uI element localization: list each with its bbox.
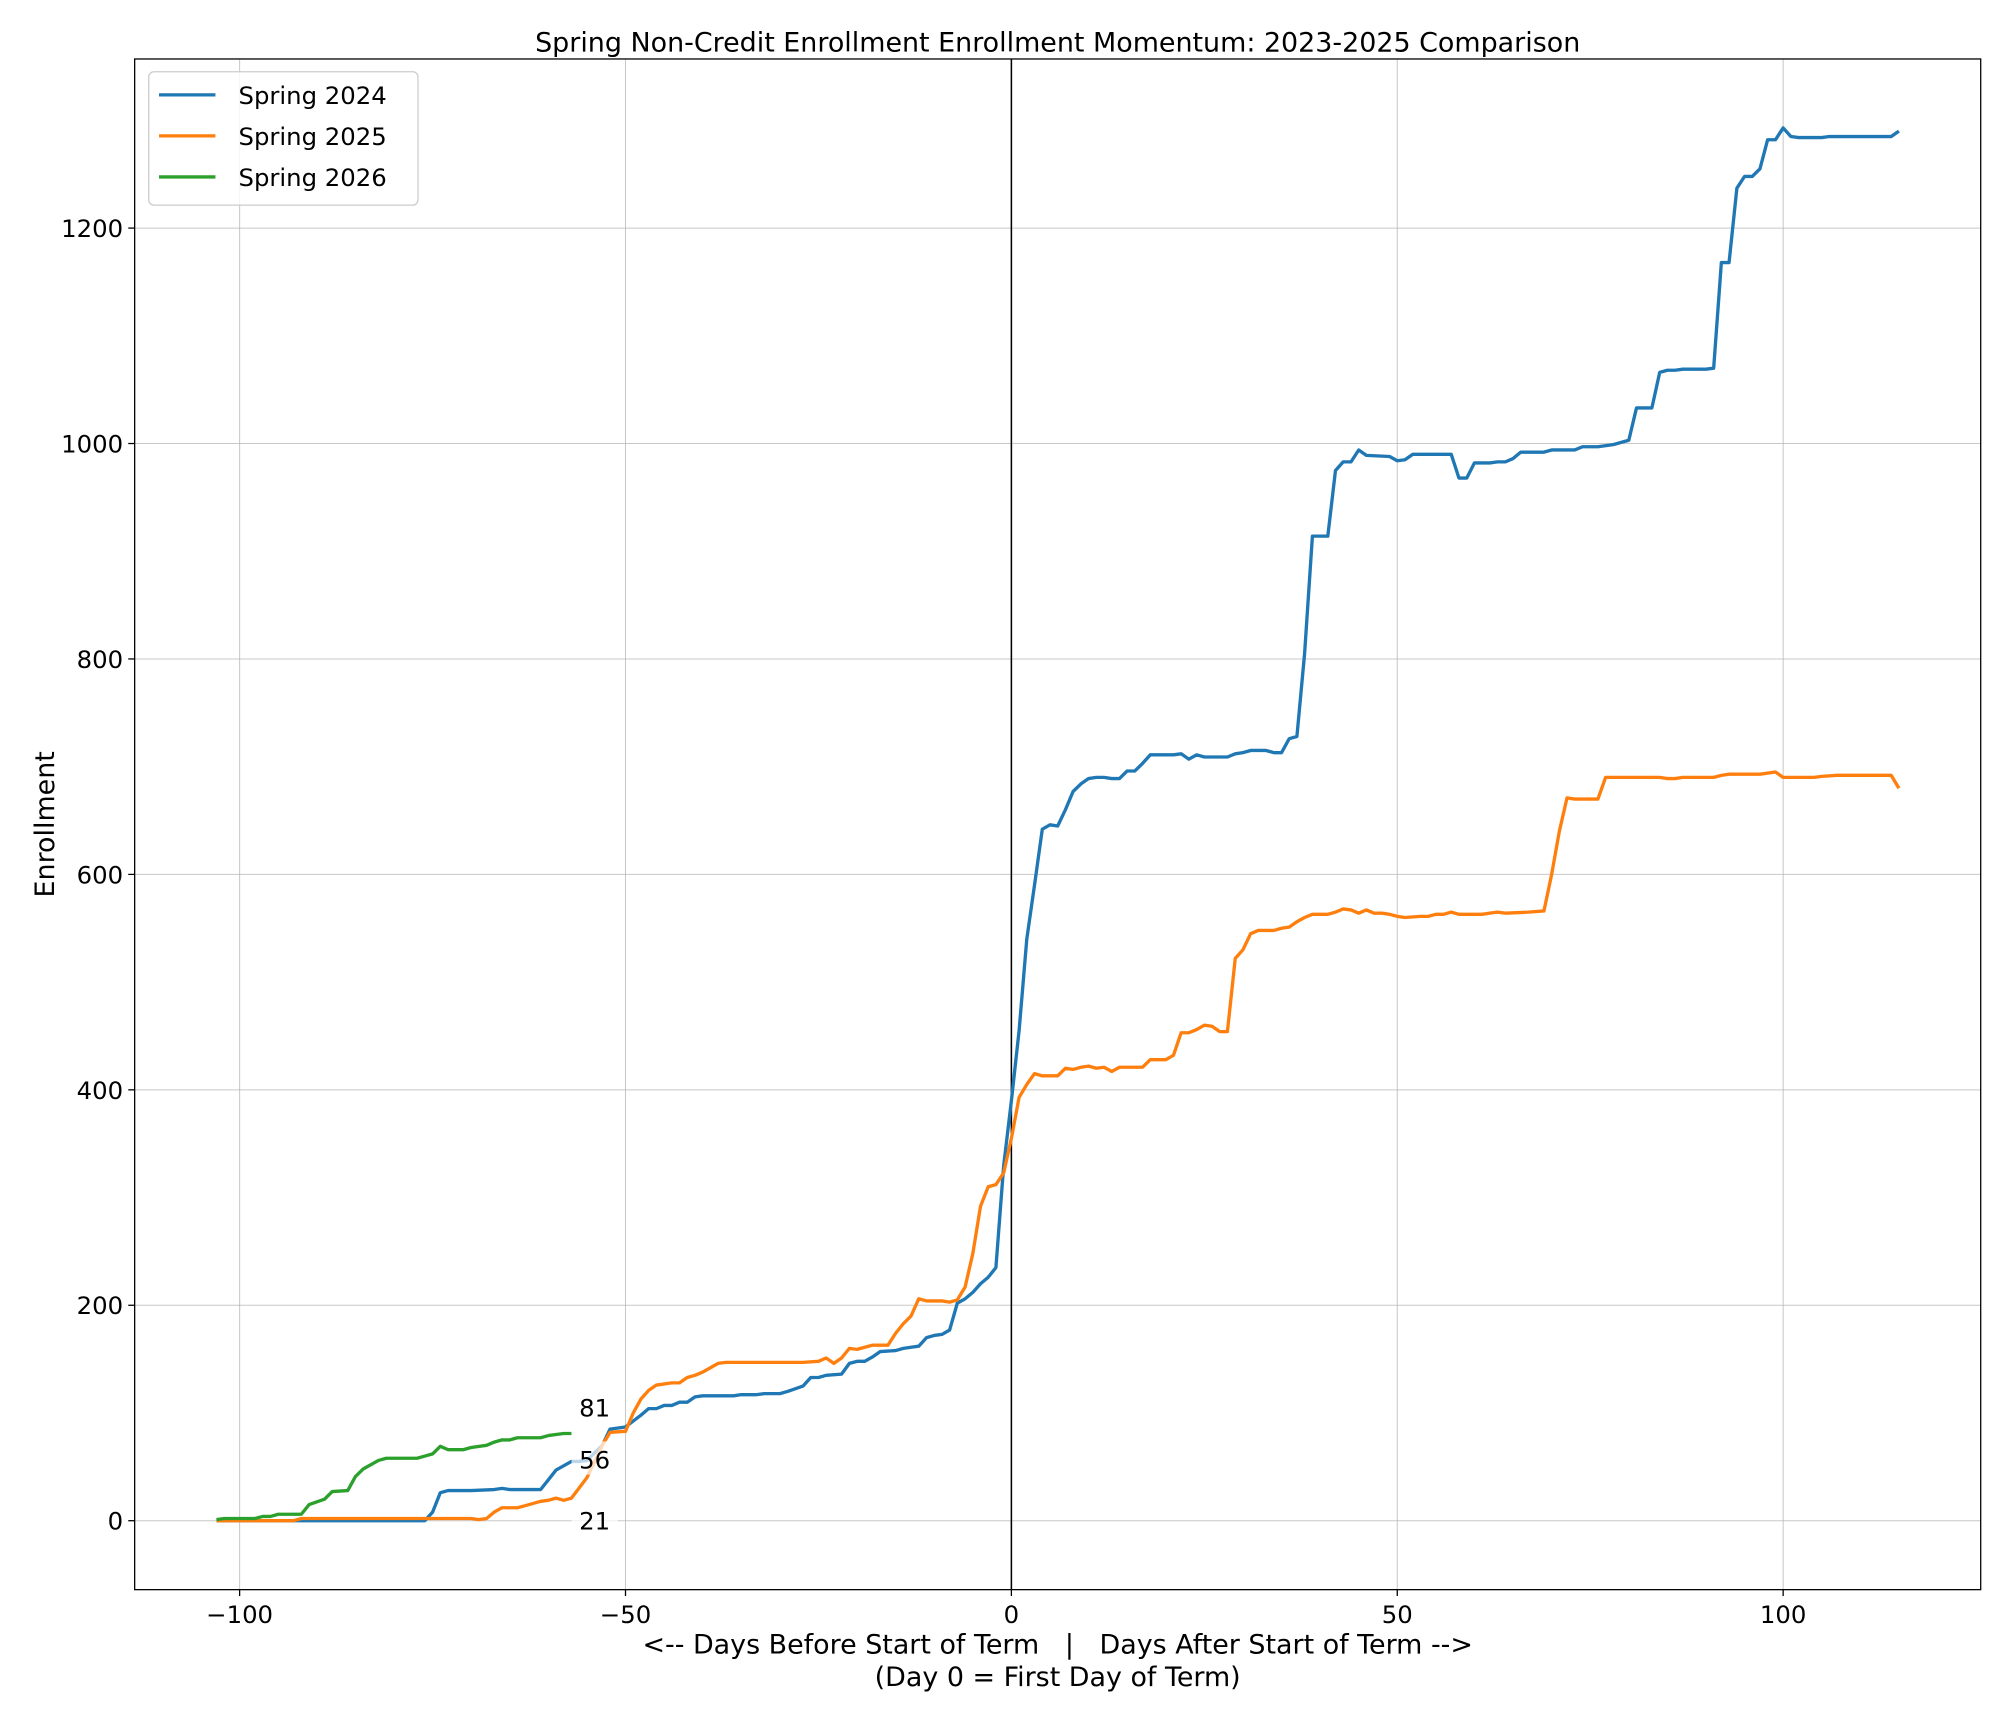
annotation-label: 56 [579, 1445, 610, 1474]
x-axis-label-line2: (Day 0 = First Day of Term) [875, 1662, 1241, 1693]
chart-title: Spring Non-Credit Enrollment Enrollment … [535, 27, 1580, 58]
x-tick-label: −50 [600, 1600, 651, 1629]
y-axis-label: Enrollment [30, 751, 61, 897]
y-tick-label: 1200 [61, 214, 123, 243]
legend-label: Spring 2025 [239, 122, 387, 151]
legend-box [148, 71, 419, 206]
annotation-label: 21 [579, 1507, 610, 1536]
plot-frame [134, 58, 1982, 1591]
x-tick-label: −100 [206, 1600, 273, 1629]
y-tick-label: 400 [77, 1076, 123, 1105]
y-tick-label: 1000 [61, 429, 123, 458]
annotations: 81 56 21 [571, 1389, 618, 1537]
y-tick-label: 0 [108, 1507, 123, 1536]
series-line-spring-2024 [216, 126, 1900, 1523]
annotation-background [571, 1441, 618, 1475]
legend: Spring 2024 Spring 2025 Spring 2026 [148, 71, 419, 206]
x-axis-label: <-- Days Before Start of Term | Days Aft… [642, 1630, 1472, 1661]
x-tick-label: 50 [1382, 1600, 1413, 1629]
legend-label: Spring 2024 [239, 81, 387, 110]
annotation-label: 81 [579, 1394, 610, 1423]
legend-label: Spring 2026 [239, 163, 387, 192]
series-line-spring-2025 [216, 770, 1901, 1523]
x-tick-label: 0 [1004, 1600, 1020, 1629]
annotation-background [571, 1502, 618, 1537]
annotation-background [571, 1389, 618, 1423]
series-line-spring-2026 [216, 1431, 572, 1522]
y-tick-label: 200 [77, 1291, 123, 1320]
y-tick-label: 600 [77, 860, 123, 889]
y-tick-label: 800 [77, 645, 123, 674]
series-lines [216, 126, 1901, 1523]
x-tick-label: 100 [1760, 1600, 1806, 1629]
